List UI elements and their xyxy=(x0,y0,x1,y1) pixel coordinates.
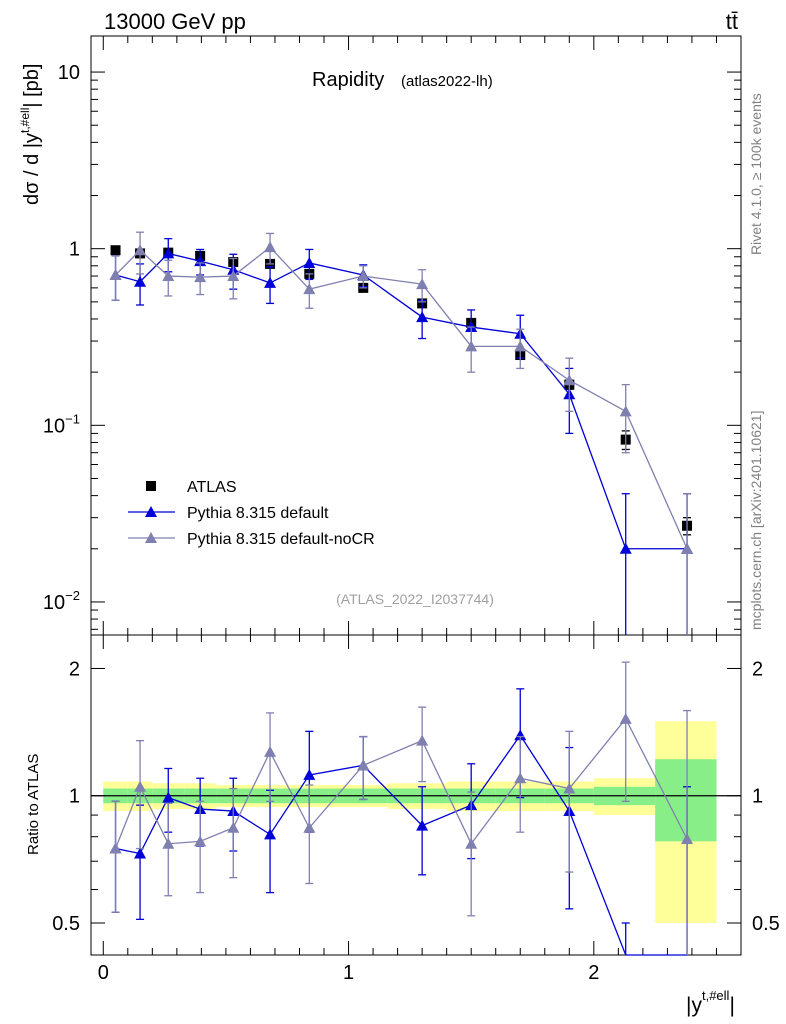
legend-pythia-default-label: Pythia 8.315 default xyxy=(187,505,329,522)
ratio-point-pythia-nocr xyxy=(264,745,277,757)
analysis-id-label: (ATLAS_2022_I2037744) xyxy=(336,591,494,607)
legend-pythia-nocr-marker xyxy=(145,532,157,543)
series-line-pythia-default xyxy=(115,252,688,550)
data-point-pythia-nocr xyxy=(357,270,370,282)
rivet-version-label: Rivet 4.1.0, ≥ 100k events xyxy=(748,93,764,255)
legend-pythia-nocr-label: Pythia 8.315 default-noCR xyxy=(187,531,375,548)
x-axis-label: |yt,#ell| xyxy=(686,988,735,1017)
x-axis-label-sup: t,#ell xyxy=(702,988,730,1003)
data-point-pythia-nocr xyxy=(416,278,429,290)
ratio-y-tick-label: 1 xyxy=(69,786,80,808)
ratio-point-pythia-nocr xyxy=(563,782,576,794)
data-point-pythia-default xyxy=(416,311,429,323)
chart-title: Rapidity xyxy=(312,69,384,91)
ratio-point-pythia-default xyxy=(134,847,147,859)
top-y-tick-label: 10−1 xyxy=(43,411,80,437)
energy-label: 13000 GeV pp xyxy=(104,9,246,34)
ratio-panel-frame xyxy=(90,634,742,956)
x-tick-label: 0 xyxy=(98,962,109,984)
legend-atlas-label: ATLAS xyxy=(187,479,237,496)
ratio-y-tick-label-right: 1 xyxy=(752,786,763,808)
ratio-point-pythia-nocr xyxy=(357,759,370,771)
ratio-point-pythia-default xyxy=(264,828,277,840)
ratio-point-pythia-nocr xyxy=(134,780,147,792)
top-y-axis-label-unit: | [pb] xyxy=(21,64,43,108)
x-tick-label: 1 xyxy=(343,962,354,984)
data-point-pythia-nocr xyxy=(563,374,576,386)
data-point-pythia-nocr xyxy=(619,405,632,417)
ratio-point-pythia-nocr xyxy=(303,821,316,833)
ratio-point-pythia-nocr xyxy=(162,837,175,849)
axis-ticks: 0 1 2 10−2 10−1 1 10 0.5 0.5 1 1 2 2 xyxy=(43,36,780,984)
top-y-axis-label-sup: t,#ell xyxy=(18,108,32,133)
legend-atlas-marker xyxy=(146,481,156,491)
ratio-y-tick-label-right: 2 xyxy=(752,658,763,680)
top-y-tick-label: 1 xyxy=(69,239,80,261)
svg-text:dσ / d |yt,#ell| [pb]: dσ / d |yt,#ell| [pb] xyxy=(18,64,43,206)
data-point-pythia-nocr xyxy=(194,271,207,283)
chart-subtitle: (atlas2022-lh) xyxy=(401,73,493,90)
data-point-pythia-nocr xyxy=(227,270,240,282)
ratio-y-tick-label-right: 0.5 xyxy=(752,913,780,935)
top-y-tick-label: 10 xyxy=(58,62,80,84)
data-point-pythia-default xyxy=(303,256,316,268)
ratio-point-pythia-default xyxy=(162,791,175,803)
ratio-bands xyxy=(91,721,741,923)
ratio-line-pythia-default xyxy=(115,734,688,956)
data-point-pythia-nocr xyxy=(134,244,147,256)
ratio-point-pythia-nocr xyxy=(514,772,527,784)
x-tick-label: 2 xyxy=(588,962,599,984)
mcplots-label: mcplots.cern.ch [arXiv:2401.10621] xyxy=(748,411,764,630)
top-y-axis-label-main: dσ / d |y xyxy=(21,133,43,205)
ratio-point-pythia-nocr xyxy=(465,837,478,849)
series-line-pythia-nocr xyxy=(115,246,688,550)
ratio-y-tick-label: 2 xyxy=(69,658,80,680)
ratio-point-pythia-nocr xyxy=(416,734,429,746)
legend-entry-pythia-default: Pythia 8.315 default xyxy=(128,505,329,522)
data-point-pythia-nocr xyxy=(162,270,175,282)
data-point-pythia-default xyxy=(619,542,632,554)
data-point-pythia-nocr xyxy=(681,542,694,554)
legend-entry-atlas: ATLAS xyxy=(146,479,237,496)
ratio-point-pythia-default xyxy=(514,729,527,741)
ratio-y-tick-label: 0.5 xyxy=(52,913,80,935)
ratio-point-pythia-nocr xyxy=(619,712,632,724)
legend: ATLAS Pythia 8.315 default Pythia 8.315 … xyxy=(128,479,375,548)
ratio-y-axis-label: Ratio to ATLAS xyxy=(25,754,42,855)
top-y-axis-label: dσ / d |yt,#ell| [pb] xyxy=(18,64,43,206)
ratio-line-pythia-nocr xyxy=(114,717,688,849)
ratio-point-pythia-nocr xyxy=(681,833,694,845)
ratio-point-pythia-nocr xyxy=(109,842,122,854)
top-series-group xyxy=(109,231,694,635)
ratio-point-pythia-default xyxy=(416,819,429,831)
ratio-point-pythia-nocr xyxy=(227,821,240,833)
data-point-pythia-default xyxy=(134,275,147,287)
data-point-atlas xyxy=(110,245,121,256)
data-point-pythia-default xyxy=(162,247,175,259)
ratio-band-green xyxy=(655,759,717,842)
data-point-pythia-nocr xyxy=(264,241,277,253)
process-label: tt̄ xyxy=(726,9,738,34)
x-axis-label-main: |y xyxy=(686,994,702,1017)
ratio-series-group xyxy=(109,661,694,956)
svg-text:|yt,#ell|: |yt,#ell| xyxy=(686,988,735,1017)
data-point-pythia-nocr xyxy=(109,268,122,280)
legend-pythia-default-marker xyxy=(145,506,157,517)
data-point-pythia-default xyxy=(264,276,277,288)
legend-entry-pythia-nocr: Pythia 8.315 default-noCR xyxy=(128,531,375,548)
ratio-point-pythia-default xyxy=(303,768,316,780)
ratio-point-pythia-nocr xyxy=(194,835,207,847)
data-point-pythia-nocr xyxy=(465,340,478,352)
data-point-pythia-nocr xyxy=(303,283,316,295)
top-y-tick-label: 10−2 xyxy=(43,588,80,614)
data-point-pythia-nocr xyxy=(514,340,527,352)
